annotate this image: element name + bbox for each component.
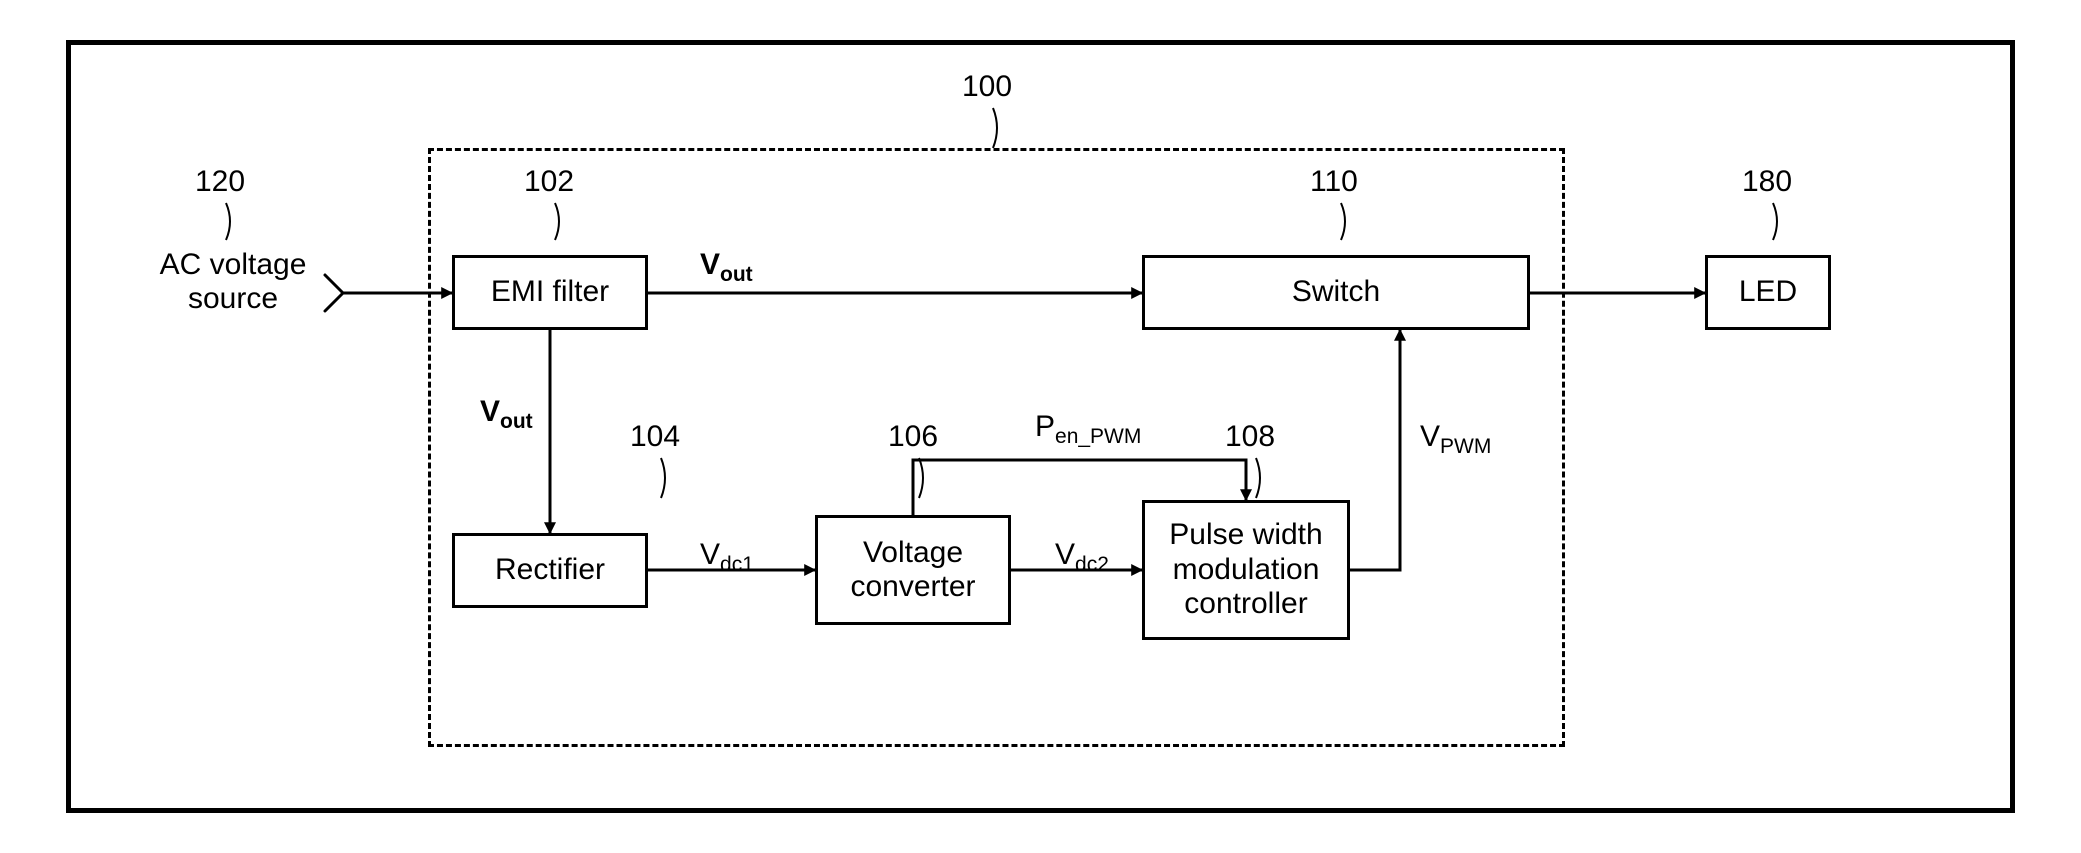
- diagram-canvas: AC voltage source EMI filter Rectifier V…: [0, 0, 2081, 853]
- led-block: LED: [1705, 255, 1831, 330]
- signal-vdc1: Vdc1: [700, 538, 754, 577]
- ref-label-102: 102: [524, 165, 574, 199]
- group-box-100: [428, 148, 1565, 747]
- ref-label-120: 120: [195, 165, 245, 199]
- emi-filter-block: EMI filter: [452, 255, 648, 330]
- voltage-converter-block: Voltage converter: [815, 515, 1011, 625]
- ref-label-100: 100: [962, 70, 1012, 104]
- ac-voltage-source-label: AC voltage source: [123, 248, 343, 316]
- ref-label-106: 106: [888, 420, 938, 454]
- signal-vdc2: Vdc2: [1055, 538, 1109, 577]
- ref-label-180: 180: [1742, 165, 1792, 199]
- signal-vpwm: VPWM: [1420, 420, 1491, 459]
- pwm-controller-block: Pulse width modulation controller: [1142, 500, 1350, 640]
- ref-label-110: 110: [1310, 165, 1358, 199]
- signal-vout-left: Vout: [480, 395, 533, 434]
- ref-label-104: 104: [630, 420, 680, 454]
- switch-block: Switch: [1142, 255, 1530, 330]
- signal-vout-top: Vout: [700, 248, 753, 287]
- ref-label-108: 108: [1225, 420, 1275, 454]
- signal-pen-pwm: Pen_PWM: [1035, 410, 1141, 449]
- rectifier-block: Rectifier: [452, 533, 648, 608]
